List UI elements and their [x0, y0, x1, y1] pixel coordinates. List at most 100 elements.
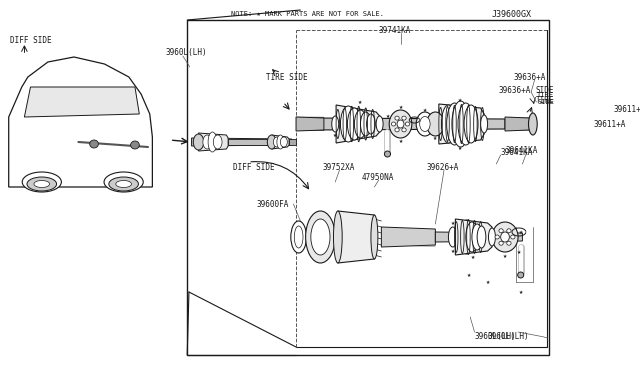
Text: 39752XA: 39752XA — [322, 163, 355, 171]
Text: NOTE: ★ MARK PARTS ARE NOT FOR SALE.: NOTE: ★ MARK PARTS ARE NOT FOR SALE. — [231, 11, 384, 17]
Ellipse shape — [395, 116, 399, 120]
Text: 39636+A: 39636+A — [498, 86, 531, 94]
Text: ★: ★ — [398, 138, 403, 144]
Ellipse shape — [348, 108, 362, 140]
Text: ★: ★ — [398, 104, 403, 110]
Text: TIRE SIDE: TIRE SIDE — [266, 73, 307, 81]
Text: 39741KA: 39741KA — [379, 26, 411, 35]
Ellipse shape — [511, 235, 515, 239]
Text: ★: ★ — [423, 107, 427, 113]
Ellipse shape — [495, 235, 499, 239]
Ellipse shape — [208, 132, 217, 152]
Ellipse shape — [458, 103, 474, 145]
Ellipse shape — [268, 135, 276, 149]
Text: 3960L(LH): 3960L(LH) — [474, 331, 516, 340]
Polygon shape — [9, 57, 152, 187]
Text: ★: ★ — [470, 254, 475, 260]
Ellipse shape — [109, 177, 138, 191]
Ellipse shape — [492, 222, 518, 252]
Text: ★: ★ — [358, 99, 362, 105]
Text: ★: ★ — [518, 229, 523, 235]
Ellipse shape — [452, 101, 469, 147]
Ellipse shape — [499, 241, 503, 245]
Ellipse shape — [385, 151, 390, 157]
Polygon shape — [24, 87, 140, 117]
Text: ★: ★ — [433, 135, 438, 141]
Ellipse shape — [464, 105, 478, 143]
Text: 3960L(LH): 3960L(LH) — [488, 331, 529, 340]
Text: TIRE: TIRE — [536, 96, 554, 105]
Ellipse shape — [90, 140, 99, 148]
Ellipse shape — [402, 116, 406, 120]
Text: 3960L(LH): 3960L(LH) — [165, 48, 207, 57]
Ellipse shape — [311, 219, 330, 255]
Ellipse shape — [376, 116, 383, 132]
Text: ★: ★ — [458, 97, 462, 103]
Ellipse shape — [420, 116, 430, 131]
Ellipse shape — [306, 211, 335, 263]
Ellipse shape — [472, 224, 483, 250]
Ellipse shape — [193, 134, 204, 150]
Ellipse shape — [481, 115, 488, 133]
Ellipse shape — [294, 226, 303, 248]
Text: 39641KA: 39641KA — [500, 148, 533, 157]
Polygon shape — [381, 227, 435, 247]
Ellipse shape — [529, 113, 537, 135]
Polygon shape — [228, 139, 268, 145]
Ellipse shape — [203, 135, 212, 149]
Ellipse shape — [131, 141, 140, 149]
Ellipse shape — [500, 232, 509, 242]
Ellipse shape — [104, 172, 143, 192]
Polygon shape — [309, 118, 505, 130]
Ellipse shape — [280, 137, 287, 147]
Polygon shape — [435, 232, 522, 242]
Text: 39626+A: 39626+A — [427, 163, 459, 171]
Polygon shape — [198, 133, 228, 151]
Ellipse shape — [34, 180, 50, 187]
Ellipse shape — [466, 222, 478, 252]
Polygon shape — [505, 117, 529, 131]
Text: DIFF SIDE: DIFF SIDE — [10, 35, 52, 45]
Ellipse shape — [389, 110, 412, 138]
Text: ★: ★ — [385, 113, 390, 119]
Ellipse shape — [477, 226, 486, 248]
Ellipse shape — [213, 135, 222, 149]
Ellipse shape — [447, 103, 462, 145]
Ellipse shape — [291, 221, 307, 253]
Text: 47950NA: 47950NA — [362, 173, 394, 182]
Text: ★: ★ — [467, 272, 470, 278]
Ellipse shape — [442, 105, 456, 143]
Text: ★: ★ — [458, 145, 462, 151]
Ellipse shape — [518, 272, 524, 278]
Ellipse shape — [449, 227, 457, 247]
Ellipse shape — [277, 135, 284, 149]
Ellipse shape — [427, 112, 444, 136]
Text: ★: ★ — [503, 253, 507, 259]
Ellipse shape — [367, 114, 375, 134]
Polygon shape — [191, 138, 292, 146]
Ellipse shape — [395, 128, 399, 132]
Ellipse shape — [333, 211, 342, 263]
Ellipse shape — [488, 228, 495, 246]
Text: TIRE
SIDE: TIRE SIDE — [537, 92, 554, 105]
Ellipse shape — [273, 137, 280, 147]
Ellipse shape — [116, 180, 131, 187]
Text: ★: ★ — [451, 220, 455, 226]
Polygon shape — [338, 211, 374, 263]
Ellipse shape — [27, 177, 56, 191]
Ellipse shape — [499, 229, 503, 233]
Text: 39600FA: 39600FA — [257, 199, 289, 208]
Polygon shape — [289, 139, 296, 145]
Ellipse shape — [402, 128, 406, 132]
Text: ★: ★ — [451, 248, 455, 254]
Polygon shape — [271, 135, 289, 149]
Ellipse shape — [355, 110, 367, 138]
Ellipse shape — [392, 122, 396, 126]
Text: J39600GX: J39600GX — [492, 10, 532, 19]
Ellipse shape — [507, 229, 511, 233]
Ellipse shape — [397, 120, 404, 128]
Text: 39636+A: 39636+A — [514, 73, 546, 81]
Text: ★: ★ — [333, 132, 337, 138]
Ellipse shape — [360, 112, 371, 136]
Text: 39641KA: 39641KA — [505, 145, 538, 154]
